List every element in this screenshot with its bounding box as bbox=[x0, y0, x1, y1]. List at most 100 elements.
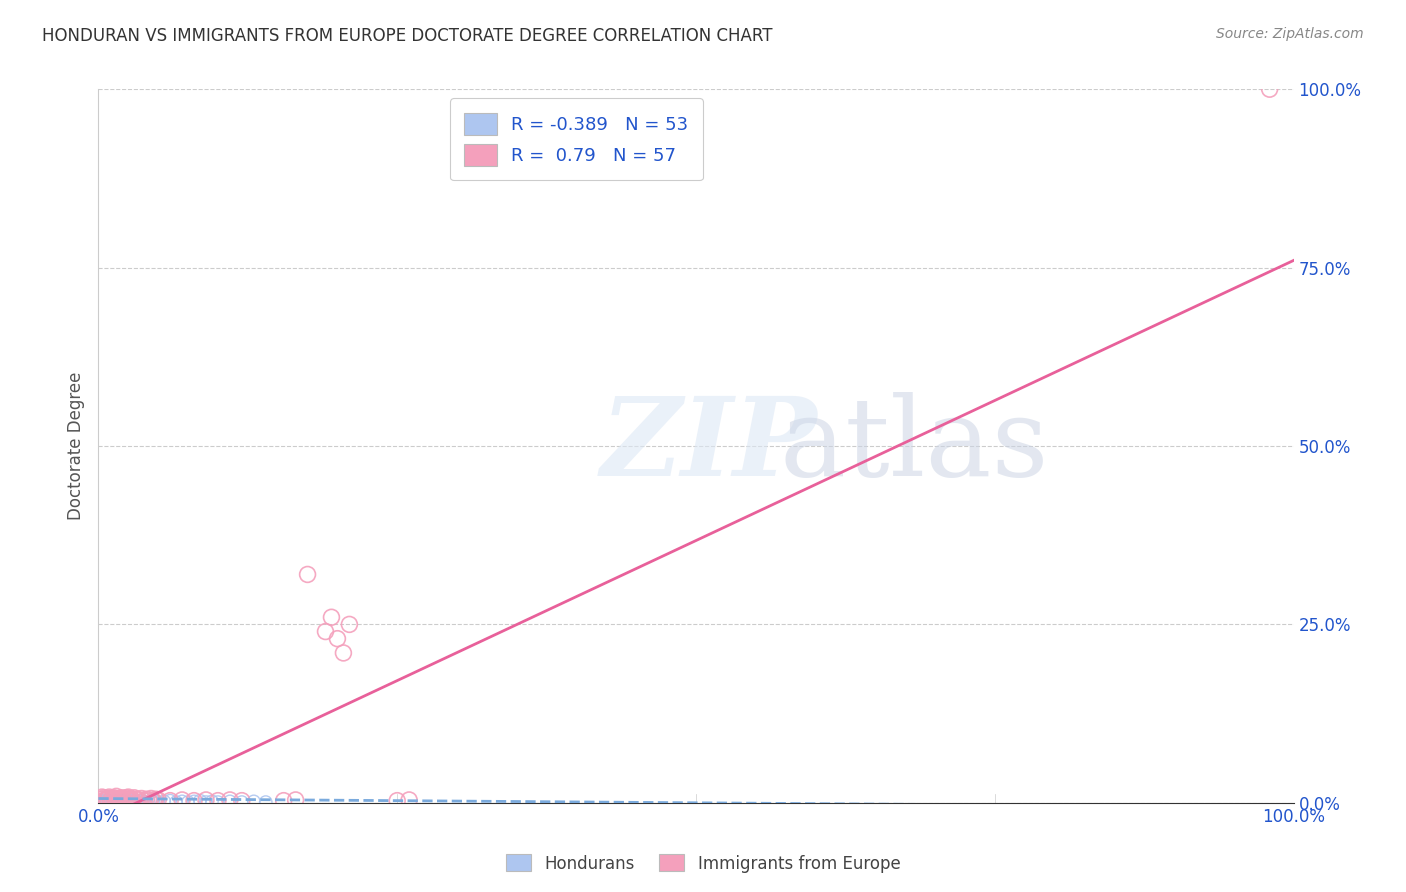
Text: HONDURAN VS IMMIGRANTS FROM EUROPE DOCTORATE DEGREE CORRELATION CHART: HONDURAN VS IMMIGRANTS FROM EUROPE DOCTO… bbox=[42, 27, 773, 45]
Point bbox=[90, 794, 112, 808]
Point bbox=[1258, 82, 1281, 96]
Point bbox=[124, 795, 146, 809]
Point bbox=[120, 791, 142, 805]
Point bbox=[135, 795, 157, 809]
Point bbox=[194, 793, 217, 807]
Point bbox=[91, 794, 114, 808]
Point bbox=[231, 794, 253, 808]
Point bbox=[131, 794, 153, 808]
Point bbox=[117, 790, 139, 805]
Point bbox=[128, 795, 150, 809]
Point bbox=[148, 793, 170, 807]
Point bbox=[132, 794, 155, 808]
Point bbox=[107, 794, 129, 808]
Legend: Hondurans, Immigrants from Europe: Hondurans, Immigrants from Europe bbox=[499, 847, 907, 880]
Point bbox=[94, 795, 117, 809]
Point bbox=[177, 795, 200, 809]
Point bbox=[125, 794, 148, 808]
Point bbox=[115, 794, 138, 808]
Point bbox=[219, 794, 242, 808]
Point bbox=[110, 790, 132, 805]
Point bbox=[108, 794, 131, 808]
Point bbox=[153, 794, 176, 808]
Point bbox=[114, 795, 136, 809]
Point bbox=[125, 792, 148, 806]
Point bbox=[159, 794, 181, 808]
Text: Source: ZipAtlas.com: Source: ZipAtlas.com bbox=[1216, 27, 1364, 41]
Point bbox=[273, 794, 295, 808]
Point bbox=[115, 790, 138, 805]
Point bbox=[326, 632, 349, 646]
Point bbox=[138, 793, 160, 807]
Point bbox=[135, 792, 157, 806]
Point bbox=[93, 790, 115, 805]
Point bbox=[398, 793, 420, 807]
Y-axis label: Doctorate Degree: Doctorate Degree bbox=[66, 372, 84, 520]
Point bbox=[243, 794, 266, 808]
Point bbox=[159, 794, 181, 808]
Point bbox=[122, 794, 145, 808]
Point bbox=[207, 794, 229, 808]
Point bbox=[122, 794, 145, 808]
Point bbox=[100, 791, 122, 805]
Point bbox=[103, 790, 125, 805]
Point bbox=[194, 795, 217, 809]
Text: ZIP: ZIP bbox=[600, 392, 817, 500]
Point bbox=[112, 791, 135, 805]
Point bbox=[110, 795, 132, 809]
Point bbox=[115, 792, 138, 806]
Point bbox=[91, 795, 114, 809]
Point bbox=[124, 790, 146, 805]
Point bbox=[96, 791, 118, 805]
Point bbox=[107, 793, 129, 807]
Point bbox=[100, 795, 122, 809]
Point bbox=[101, 794, 124, 808]
Point bbox=[104, 792, 127, 806]
Point bbox=[114, 794, 136, 808]
Point bbox=[111, 794, 134, 808]
Point bbox=[321, 610, 343, 624]
Point bbox=[139, 794, 162, 808]
Point bbox=[107, 791, 129, 805]
Point bbox=[93, 794, 115, 808]
Point bbox=[172, 794, 194, 808]
Point bbox=[284, 793, 307, 807]
Point bbox=[112, 794, 135, 808]
Point bbox=[131, 791, 153, 805]
Point bbox=[254, 795, 277, 809]
Point bbox=[101, 794, 124, 808]
Point bbox=[120, 795, 142, 809]
Point bbox=[97, 794, 120, 808]
Point bbox=[117, 795, 139, 809]
Point bbox=[98, 793, 122, 807]
Point bbox=[172, 793, 194, 807]
Point bbox=[91, 794, 114, 808]
Point bbox=[96, 794, 118, 808]
Point bbox=[107, 795, 129, 809]
Point bbox=[118, 794, 141, 808]
Point bbox=[297, 567, 319, 582]
Point bbox=[142, 794, 165, 808]
Point bbox=[165, 795, 187, 809]
Point bbox=[98, 795, 121, 809]
Point bbox=[145, 792, 167, 806]
Point bbox=[315, 624, 337, 639]
Point bbox=[111, 793, 134, 807]
Point bbox=[94, 793, 117, 807]
Point bbox=[108, 792, 131, 806]
Point bbox=[118, 793, 141, 807]
Point bbox=[231, 795, 253, 809]
Point bbox=[207, 795, 229, 809]
Point bbox=[219, 793, 242, 807]
Point bbox=[90, 792, 112, 806]
Text: atlas: atlas bbox=[779, 392, 1049, 500]
Legend: R = -0.389   N = 53, R =  0.79   N = 57: R = -0.389 N = 53, R = 0.79 N = 57 bbox=[450, 98, 703, 180]
Point bbox=[97, 792, 120, 806]
Point bbox=[121, 794, 143, 808]
Point bbox=[91, 790, 114, 805]
Point bbox=[148, 795, 170, 809]
Point bbox=[98, 794, 122, 808]
Point bbox=[337, 617, 360, 632]
Point bbox=[98, 790, 121, 805]
Point bbox=[138, 794, 160, 808]
